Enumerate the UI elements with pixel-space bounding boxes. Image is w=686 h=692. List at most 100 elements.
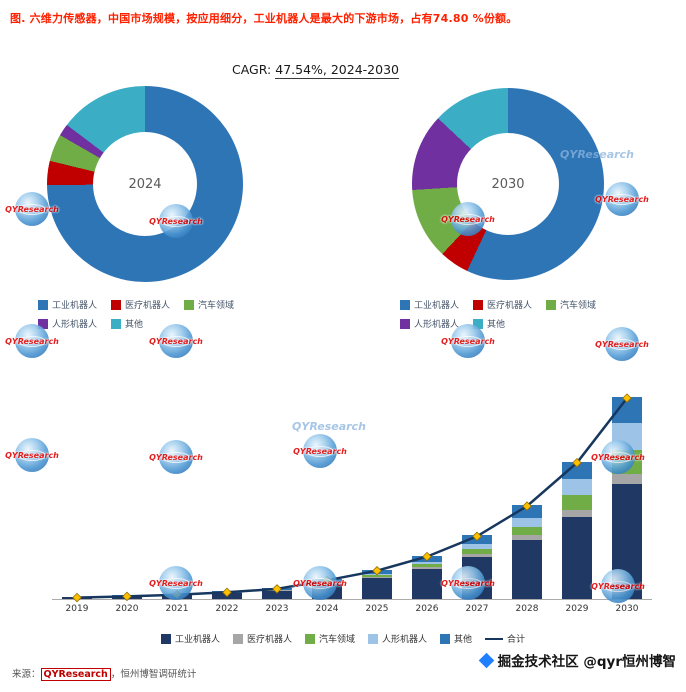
legend-label: 汽车领域 xyxy=(560,301,597,311)
donut-2024-legend: 工业机器人 医疗机器人 汽车领域 人形机器人 其他 xyxy=(38,298,288,330)
donut-2024-center-label: 2024 xyxy=(128,176,162,192)
legend-swatch xyxy=(38,299,48,310)
legend-swatch xyxy=(111,299,122,310)
bar-segment-工业机器人 xyxy=(362,578,392,599)
legend-swatch xyxy=(400,318,410,329)
stacked-bar-2020 xyxy=(112,595,142,599)
x-tick-2019: 2019 xyxy=(65,604,89,614)
x-tick-2020: 2020 xyxy=(115,604,139,614)
legend-swatch xyxy=(473,299,484,310)
x-tick-2030: 2030 xyxy=(615,604,639,614)
donut-2030-legend: 工业机器人 医疗机器人 汽车领域人形机器人 其他 xyxy=(400,298,650,330)
combo-chart-legend: 工业机器人 医疗机器人 汽车领域 人形机器人 其他 合计 xyxy=(0,632,686,645)
stacked-bar-2021 xyxy=(162,593,192,599)
legend-swatch xyxy=(546,299,557,310)
legend-swatch xyxy=(111,318,122,329)
legend-item-医疗机器人: 医疗机器人 xyxy=(232,632,292,645)
bar-segment-其他 xyxy=(512,505,542,518)
combo-chart-plot xyxy=(52,388,652,603)
legend-item-汽车领域: 汽车领域 xyxy=(546,298,596,311)
source-note: 来源： QYResearch ，恒州博智调研统计 xyxy=(12,666,197,681)
legend-item-工业机器人: 工业机器人 xyxy=(400,298,459,311)
legend-swatch xyxy=(232,633,243,644)
x-tick-2024: 2024 xyxy=(315,604,339,614)
globe-icon xyxy=(15,192,49,226)
legend-label: 其他 xyxy=(125,320,144,330)
watermark-credit: 掘金技术社区 @qyr恒州博智 xyxy=(478,650,676,670)
bar-segment-工业机器人 xyxy=(562,516,592,599)
bar-segment-工业机器人 xyxy=(512,539,542,599)
bar-segment-汽车领域 xyxy=(562,495,592,510)
legend-item-人形机器人: 人形机器人 xyxy=(368,632,427,645)
legend-label: 医疗机器人 xyxy=(246,635,292,645)
globe-icon xyxy=(15,438,49,472)
stacked-bar-2028 xyxy=(512,505,542,599)
bar-segment-其他 xyxy=(612,397,642,424)
bar-segment-医疗机器人 xyxy=(612,473,642,484)
x-tick-2023: 2023 xyxy=(265,604,289,614)
bar-segment-工业机器人 xyxy=(262,590,292,599)
legend-label: 合计 xyxy=(507,635,526,645)
bar-segment-汽车领域 xyxy=(612,449,642,474)
legend-label: 其他 xyxy=(454,635,473,645)
legend-item-工业机器人: 工业机器人 xyxy=(38,298,97,311)
legend-swatch xyxy=(160,633,171,644)
legend-label: 人形机器人 xyxy=(52,320,98,330)
legend-item-人形机器人: 人形机器人 xyxy=(400,317,459,330)
chart-title: 图. 六维力传感器，中国市场规模，按应用细分，工业机器人是最大的下游市场，占有7… xyxy=(10,12,518,25)
bar-segment-人形机器人 xyxy=(512,517,542,527)
bar-segment-其他 xyxy=(562,461,592,480)
source-publisher: QYResearch xyxy=(40,668,111,681)
legend-label: 人形机器人 xyxy=(382,635,428,645)
legend-swatch xyxy=(38,318,48,329)
bar-segment-其他 xyxy=(462,535,492,545)
stacked-bar-2030 xyxy=(612,397,642,599)
stacked-bar-2024 xyxy=(312,579,342,599)
legend-label: 其他 xyxy=(487,320,506,330)
cagr-label: CAGR: 47.54%, 2024-2030 xyxy=(232,62,399,79)
x-tick-2025: 2025 xyxy=(365,604,389,614)
legend-label: 汽车领域 xyxy=(318,635,355,645)
cagr-prefix: CAGR: xyxy=(232,62,272,77)
legend-item-医疗机器人: 医疗机器人 xyxy=(473,298,532,311)
legend-item-人形机器人: 人形机器人 xyxy=(38,317,97,330)
donut-2030-center-label: 2030 xyxy=(491,176,525,192)
donut-chart-2024: 2024 xyxy=(47,86,243,282)
legend-label: 医疗机器人 xyxy=(487,301,533,311)
bar-segment-工业机器人 xyxy=(112,596,142,599)
stacked-bar-2025 xyxy=(362,569,392,599)
bar-segment-工业机器人 xyxy=(412,569,442,599)
legend-label: 人形机器人 xyxy=(414,320,460,330)
legend-item-汽车领域: 汽车领域 xyxy=(304,632,355,645)
x-tick-2026: 2026 xyxy=(415,604,439,614)
legend-label: 工业机器人 xyxy=(52,301,98,311)
stacked-bars xyxy=(52,388,652,599)
x-tick-2028: 2028 xyxy=(515,604,539,614)
legend-label: 工业机器人 xyxy=(174,635,220,645)
legend-item-其他: 其他 xyxy=(440,632,472,645)
legend-swatch xyxy=(440,633,451,644)
stacked-bar-2022 xyxy=(212,591,242,599)
bar-segment-工业机器人 xyxy=(62,597,92,599)
legend-swatch xyxy=(184,299,195,310)
bar-segment-工业机器人 xyxy=(612,483,642,599)
stacked-bar-2023 xyxy=(262,587,292,599)
x-tick-2029: 2029 xyxy=(565,604,589,614)
source-suffix: ，恒州博智调研统计 xyxy=(110,669,197,680)
bar-segment-人形机器人 xyxy=(562,479,592,496)
qyresearch-watermark: QYResearch xyxy=(438,324,498,368)
x-tick-2022: 2022 xyxy=(215,604,239,614)
x-tick-2021: 2021 xyxy=(165,604,189,614)
bar-segment-医疗机器人 xyxy=(562,509,592,517)
legend-label: 医疗机器人 xyxy=(125,301,171,311)
bar-segment-工业机器人 xyxy=(162,595,192,599)
stacked-bar-2019 xyxy=(62,596,92,599)
juejin-logo-icon xyxy=(478,652,494,668)
stacked-bar-2027 xyxy=(462,535,492,599)
bar-segment-汽车领域 xyxy=(512,526,542,536)
legend-swatch xyxy=(473,318,484,329)
bar-segment-工业机器人 xyxy=(212,593,242,599)
legend-swatch xyxy=(400,299,410,310)
legend-label: 工业机器人 xyxy=(414,301,460,311)
